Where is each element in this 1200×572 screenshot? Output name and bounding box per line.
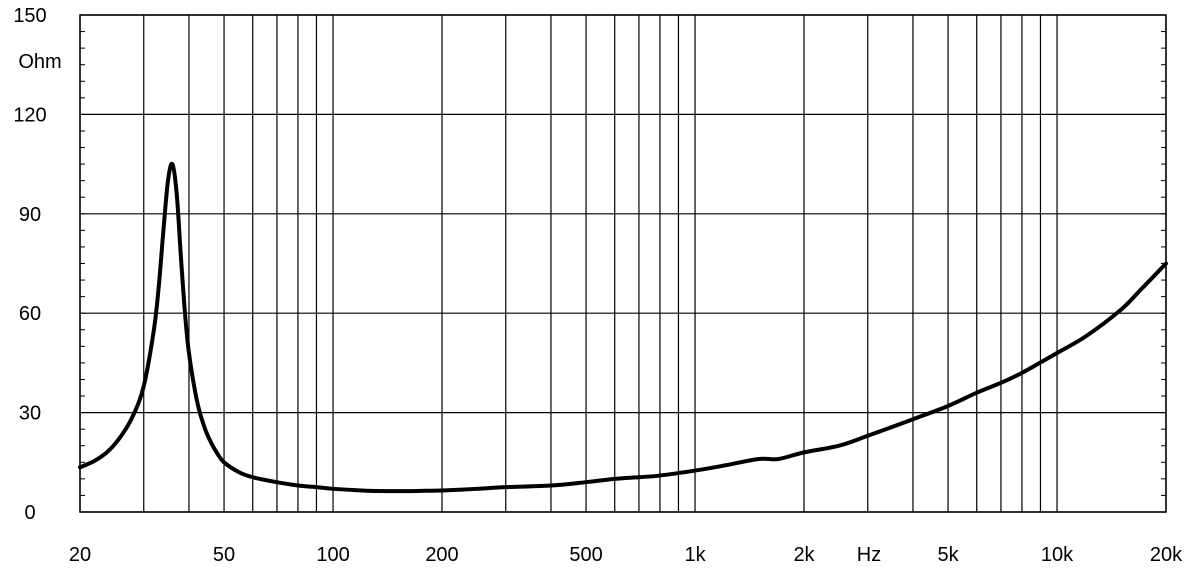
y-axis-unit-label: Ohm bbox=[18, 51, 61, 73]
x-tick-label: 1k bbox=[684, 544, 706, 566]
y-tick-label: 120 bbox=[13, 104, 46, 126]
y-tick-label: 30 bbox=[19, 403, 41, 425]
x-tick-label: 50 bbox=[213, 544, 235, 566]
grid bbox=[79, 14, 1167, 513]
x-tick-label: 20k bbox=[1150, 544, 1183, 566]
x-axis-labels: 20 50 100 200 500 1k 2k 5k 10k 20k bbox=[69, 544, 1183, 566]
x-tick-label: 500 bbox=[569, 544, 602, 566]
x-tick-label: 20 bbox=[69, 544, 91, 566]
x-tick-label: 100 bbox=[316, 544, 349, 566]
x-tick-label: 10k bbox=[1041, 544, 1074, 566]
y-tick-label: 0 bbox=[24, 502, 35, 524]
y-tick-label: 90 bbox=[19, 204, 41, 226]
minor-ticks bbox=[80, 14, 1166, 513]
y-tick-label: 60 bbox=[19, 303, 41, 325]
x-tick-label: 2k bbox=[793, 544, 815, 566]
x-tick-label: 5k bbox=[937, 544, 959, 566]
plot-frame bbox=[79, 14, 1167, 513]
y-tick-label: 150 bbox=[13, 5, 46, 27]
impedance-curve bbox=[78, 161, 1168, 494]
x-tick-label: 200 bbox=[425, 544, 458, 566]
y-axis-labels: 0 30 60 90 120 150 bbox=[13, 5, 46, 524]
x-axis-unit-label: Hz bbox=[857, 544, 881, 566]
